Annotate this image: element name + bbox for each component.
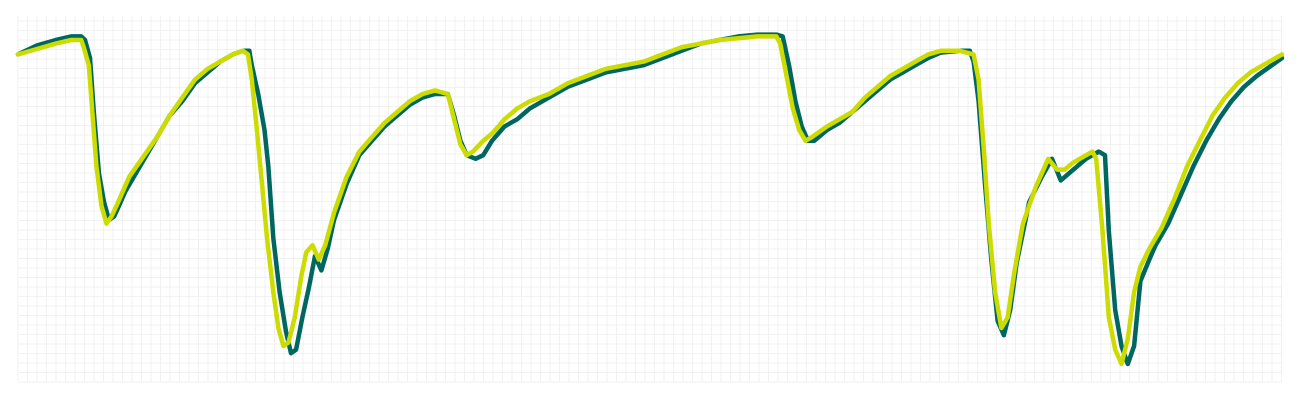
series-layer [15,32,1285,367]
series-line-2 [15,34,1285,367]
